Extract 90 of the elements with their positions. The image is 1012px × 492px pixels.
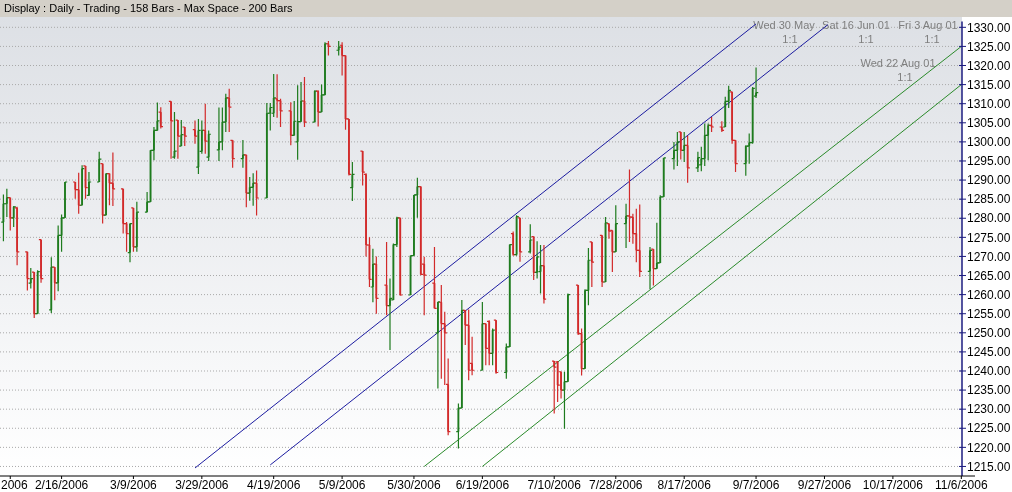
y-tick-label: 1320.00 <box>967 58 1011 73</box>
annotation: 1:1 <box>897 71 913 83</box>
candlestick <box>50 256 53 314</box>
x-tick-label: 2/16/2006 <box>34 478 89 492</box>
y-tick-label: 1315.00 <box>967 77 1011 92</box>
x-tick-label: 10/17/2006 <box>862 478 924 492</box>
candlestick <box>553 360 556 414</box>
y-tick-label: 1270.00 <box>967 249 1011 264</box>
candlestick <box>289 101 292 146</box>
candlestick <box>231 139 234 169</box>
y-tick-label: 1260.00 <box>967 287 1011 302</box>
candlestick <box>77 172 80 215</box>
candlestick <box>33 271 36 319</box>
x-tick-label: 8/17/2006 <box>657 478 712 492</box>
candlestick <box>529 223 532 254</box>
x-tick-label: 9/27/2006 <box>797 478 852 492</box>
y-tick-label: 1310.00 <box>967 96 1011 111</box>
candlestick <box>614 204 617 253</box>
x-tick-label: 7/28/2006 <box>589 478 643 492</box>
candlestick <box>686 135 689 184</box>
candlestick <box>351 161 354 202</box>
candlestick <box>53 266 56 301</box>
annotation: Wed 22 Aug 01 <box>860 57 936 69</box>
y-tick-label: 1265.00 <box>967 268 1011 283</box>
y-tick-label: 1285.00 <box>967 192 1011 207</box>
y-tick-label: 1230.00 <box>967 402 1011 417</box>
y-tick-label: 1235.00 <box>967 383 1011 398</box>
y-tick-label: 1240.00 <box>967 364 1011 379</box>
y-tick-label: 1295.00 <box>967 154 1011 169</box>
candlestick <box>26 251 29 292</box>
chart-title: Display : Daily - Trading - 158 Bars - Max Space - 200 Bars <box>4 2 294 14</box>
candlestick <box>101 163 104 225</box>
candlestick <box>532 235 535 281</box>
y-tick-label: 1275.00 <box>967 230 1011 245</box>
x-tick-label: 6/19/2006 <box>455 478 510 492</box>
y-tick-label: 1250.00 <box>967 326 1011 341</box>
x-tick-label: 7/10/2006 <box>527 478 582 492</box>
candlestick <box>207 129 210 162</box>
y-tick-label: 1280.00 <box>967 211 1011 226</box>
y-tick-label: 1290.00 <box>967 173 1011 188</box>
candlestick <box>481 301 484 371</box>
candlestick <box>703 122 706 167</box>
candlestick <box>98 151 101 183</box>
candlestick <box>159 106 162 130</box>
annotation: Sat 16 Jun 01 <box>822 19 890 31</box>
candlestick <box>29 267 32 290</box>
annotation: 1:1 <box>924 33 940 45</box>
candlestick <box>180 119 183 147</box>
y-tick-label: 1220.00 <box>967 440 1011 455</box>
candlestick <box>204 103 207 155</box>
candlestick <box>36 269 39 315</box>
x-tick-label: 3/9/2006 <box>110 478 158 492</box>
candlestick <box>296 84 299 161</box>
candlestick <box>313 89 316 123</box>
annotation: 1:1 <box>858 33 874 45</box>
x-tick-label: 5/9/2006 <box>318 478 366 492</box>
candlestick <box>228 88 231 133</box>
annotation: Wed 30 May <box>753 19 816 31</box>
candlestick <box>375 255 378 315</box>
y-tick-label: 1215.00 <box>967 459 1011 474</box>
y-tick-label: 1325.00 <box>967 39 1011 54</box>
candlestick <box>484 323 487 366</box>
annotation: Fri 3 Aug 01 <box>898 19 958 31</box>
candlestick <box>488 319 491 366</box>
y-tick-label: 1300.00 <box>967 135 1011 150</box>
candlestick <box>676 131 679 167</box>
x-tick-label: 11/6/2006 <box>935 478 988 492</box>
candlestick <box>679 131 682 161</box>
x-tick-label: 4/19/2006 <box>246 478 301 492</box>
x-tick-label: 5/30/2006 <box>387 478 441 492</box>
x-tick-label: 2006 <box>1 478 29 492</box>
annotation: 1:1 <box>782 33 798 45</box>
x-tick-label: 9/7/2006 <box>732 478 780 492</box>
x-tick-label: 3/29/2006 <box>175 478 229 492</box>
candlestick <box>248 176 251 202</box>
candlestick <box>245 154 248 208</box>
y-tick-label: 1245.00 <box>967 345 1011 360</box>
y-tick-label: 1225.00 <box>967 421 1011 436</box>
y-tick-label: 1305.00 <box>967 115 1011 130</box>
candlestick <box>491 328 494 366</box>
candlestick <box>638 203 641 278</box>
candlestick <box>399 217 402 297</box>
y-tick-label: 1255.00 <box>967 306 1011 321</box>
candlestick <box>183 126 186 147</box>
candlestick <box>9 197 12 232</box>
candlestick <box>337 40 340 57</box>
candlestick <box>683 131 686 163</box>
y-tick-label: 1330.00 <box>967 20 1011 35</box>
candlestick <box>12 205 15 228</box>
candlestick <box>467 308 470 381</box>
